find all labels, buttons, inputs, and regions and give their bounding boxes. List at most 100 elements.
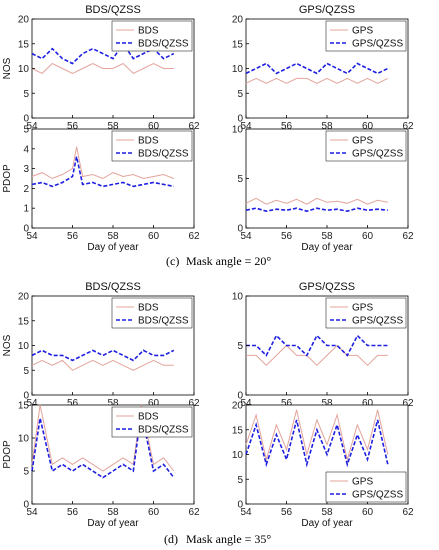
x-tick-label: 60 (362, 507, 374, 518)
y-tick-label: 5 (237, 341, 243, 352)
series-line-gps (245, 409, 389, 462)
x-tick-label: 62 (402, 398, 414, 409)
x-tick-label: 54 (26, 398, 38, 409)
x-tick-label: 62 (188, 231, 200, 242)
panel-c-pdop-gps: 54 56 58 60 62 0 5 10 Day of year GPS GPS/QZSS (232, 125, 414, 254)
x-tick-label: 60 (148, 507, 160, 518)
legend-label: BDS (138, 303, 159, 314)
x-tick-label: 56 (67, 398, 79, 409)
x-tick-label: 60 (148, 398, 160, 409)
x-tick-label: 56 (67, 231, 79, 242)
y-tick-label: 20 (232, 15, 244, 26)
series-line-gps (245, 77, 389, 84)
y-tick-label: 10 (18, 434, 30, 445)
y-tick-label: 5 (23, 366, 29, 377)
y-tick-label: 15 (18, 39, 30, 50)
series-line-bds-qzss (31, 411, 175, 479)
x-axis-label: Day of year (87, 518, 139, 529)
series-line-gps-qzss (246, 334, 388, 357)
series-line-bds-qzss (31, 349, 175, 362)
legend-box (325, 297, 407, 329)
x-tick-label: 62 (188, 507, 200, 518)
y-tick-label: 2 (23, 184, 29, 195)
series-line-bds (31, 359, 174, 371)
x-tick-label: 60 (362, 231, 374, 242)
series-line-gps-qzss (245, 207, 388, 213)
x-tick-label: 60 (362, 121, 374, 132)
x-axis-label: Day of year (301, 242, 353, 253)
legend-box (111, 406, 193, 438)
series-line-bds (31, 146, 174, 180)
x-tick-label: 54 (26, 507, 38, 518)
series-line-gps-qzss (245, 419, 389, 468)
x-tick-label: 58 (321, 121, 333, 132)
x-tick-label: 62 (188, 121, 200, 132)
legend-label: BDS (138, 26, 159, 37)
x-tick-label: 54 (26, 121, 38, 132)
x-tick-label: 60 (362, 398, 374, 409)
x-tick-label: 54 (240, 231, 252, 242)
legend-box (325, 20, 407, 52)
x-tick-label: 56 (281, 507, 293, 518)
x-tick-label: 58 (107, 121, 119, 132)
x-tick-label: 56 (281, 398, 293, 409)
legend-box (325, 130, 407, 162)
legend-label: BDS (138, 412, 159, 423)
y-tick-label: 5 (23, 467, 29, 478)
y-tick-label: 10 (232, 64, 244, 75)
y-tick-label: 15 (18, 401, 30, 412)
y-tick-label: 10 (18, 64, 30, 75)
y-tick-label: 15 (232, 39, 244, 50)
legend-label: GPS (352, 26, 373, 37)
legend-label: GPS/QZSS (352, 39, 403, 50)
x-tick-label: 56 (67, 507, 79, 518)
series-line-gps (246, 344, 388, 367)
legend-label: BDS/QZSS (138, 149, 189, 160)
y-axis-label: PDOP (2, 164, 13, 193)
x-tick-label: 56 (281, 231, 293, 242)
y-tick-label: 4 (23, 144, 29, 155)
series-line-bds (31, 62, 174, 75)
legend-label: BDS/QZSS (138, 425, 189, 436)
legend-label: GPS (352, 136, 373, 147)
x-tick-label: 58 (321, 507, 333, 518)
legend-box (111, 130, 193, 162)
y-axis-label: PDOP (2, 440, 13, 469)
panel-d-nos-bds: 54 56 58 60 62 0 5 10 15 20 BDS/QZSS NOS BDS BDS/QZSS (2, 281, 200, 409)
y-axis-label: NOS (2, 57, 13, 79)
legend-label: GPS/QZSS (352, 490, 403, 501)
legend-label: GPS/QZSS (352, 149, 403, 160)
series-line-bds-qzss (31, 156, 174, 188)
y-tick-label: 0 (237, 391, 243, 402)
legend-label: BDS (138, 136, 159, 147)
x-tick-label: 54 (240, 398, 252, 409)
x-tick-label: 62 (402, 121, 414, 132)
y-tick-label: 15 (18, 316, 30, 327)
y-tick-label: 20 (18, 292, 30, 303)
x-tick-label: 62 (402, 507, 414, 518)
caption-c-label: (c) (166, 254, 179, 268)
caption-d-label: (d) (164, 532, 178, 546)
legend-label: BDS/QZSS (138, 316, 189, 327)
series-line-bds (31, 404, 175, 472)
y-tick-label: 0 (23, 224, 29, 235)
panel-d-pdop-bds: 54 56 58 60 62 0 5 10 15 Day of year PDOP BDS BDS/QZ… (2, 401, 200, 530)
y-tick-label: 20 (18, 15, 30, 26)
legend-box (325, 471, 407, 503)
series-line-gps-qzss (245, 62, 389, 75)
panel-c-nos-bds: 54 56 58 60 62 0 5 10 15 20 BDS/QZSS NOS BDS BDS/QZSS (2, 4, 200, 132)
x-tick-label: 62 (188, 398, 200, 409)
x-tick-label: 54 (240, 507, 252, 518)
panel-title: GPS/QZSS (299, 4, 355, 16)
y-tick-label: 0 (237, 500, 243, 511)
x-tick-label: 54 (240, 121, 252, 132)
legend-label: GPS/QZSS (352, 316, 403, 327)
x-tick-label: 58 (107, 231, 119, 242)
series-line-gps (245, 197, 388, 205)
x-tick-label: 54 (26, 231, 38, 242)
y-tick-label: 5 (23, 89, 29, 100)
y-tick-label: 0 (23, 500, 29, 511)
y-tick-label: 5 (23, 125, 29, 136)
